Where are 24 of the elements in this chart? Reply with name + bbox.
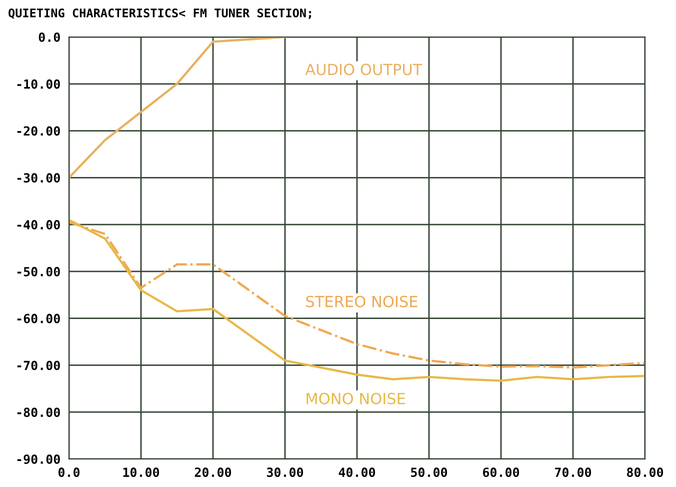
x-tick-label: 10.00 xyxy=(123,468,160,478)
y-tick-label: -50.00 xyxy=(17,266,60,276)
y-tick-label: -70.00 xyxy=(17,360,60,370)
y-tick-label: 0.0 xyxy=(38,32,60,42)
x-tick-label: 0.0 xyxy=(58,468,80,478)
x-tick-label: 60.00 xyxy=(482,468,520,478)
line-series xyxy=(69,37,286,179)
y-tick-label: -20.00 xyxy=(17,126,60,136)
series-label: MONO NOISE xyxy=(306,392,406,404)
y-tick-label: -80.00 xyxy=(17,408,60,418)
y-tick-label: -60.00 xyxy=(17,314,60,324)
x-tick-label: 30.00 xyxy=(266,468,304,478)
x-tick-label: 70.00 xyxy=(555,468,592,478)
series-label: STEREO NOISE xyxy=(306,296,418,308)
y-tick-label: -30.00 xyxy=(17,173,60,183)
x-tick-label: 50.00 xyxy=(411,468,448,478)
y-tick-label: -10.00 xyxy=(17,79,60,89)
chart-title: QUIETING CHARACTERISTICS< FM TUNER SECTION; xyxy=(8,8,312,19)
text: AUDIO OUTPUT xyxy=(305,64,422,76)
y-tick-label: -40.00 xyxy=(17,220,60,230)
x-tick-label: 40.00 xyxy=(338,468,376,478)
x-tick-label: 20.00 xyxy=(194,468,232,478)
y-tick-label: -90.00 xyxy=(17,454,60,464)
x-tick-label: 80.00 xyxy=(626,468,664,478)
